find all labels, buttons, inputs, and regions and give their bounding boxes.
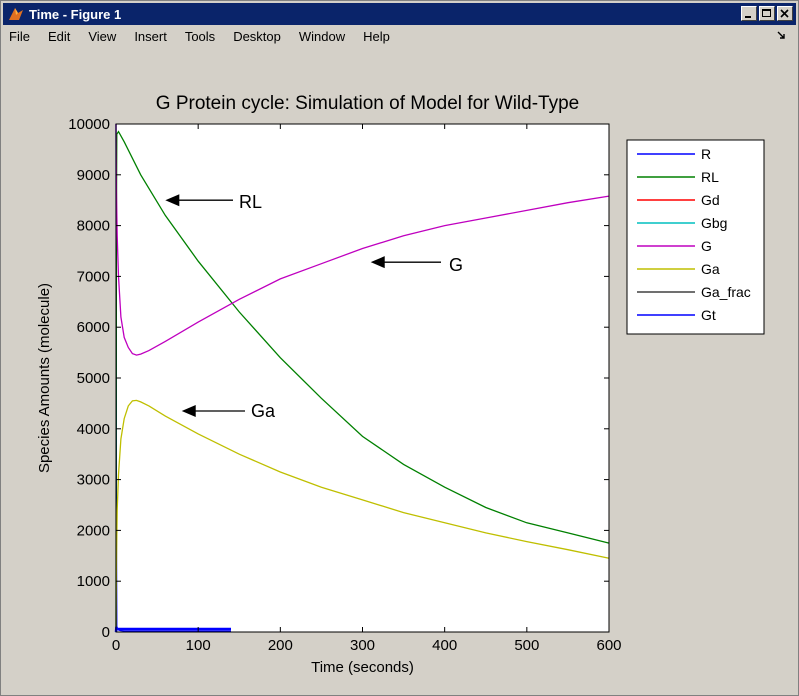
menu-insert[interactable]: Insert	[134, 28, 167, 44]
annotation-arrow-head	[181, 405, 196, 418]
title-bar[interactable]: Time - Figure 1	[3, 3, 796, 25]
x-tick-label: 400	[432, 637, 457, 654]
annotation-label: RL	[239, 192, 262, 212]
maximize-button[interactable]	[759, 6, 775, 21]
series-line-rl	[115, 130, 610, 633]
y-tick-label: 2000	[77, 522, 110, 539]
x-axis-label: Time (seconds)	[311, 659, 414, 676]
minimize-icon	[745, 16, 751, 18]
x-tick-label: 100	[186, 637, 211, 654]
y-tick-label: 4000	[77, 421, 110, 438]
x-tick-label: 500	[514, 637, 539, 654]
menu-help[interactable]: Help	[363, 28, 390, 44]
menu-view[interactable]: View	[88, 28, 117, 44]
y-tick-label: 7000	[77, 268, 110, 285]
menu-desktop[interactable]: Desktop	[233, 28, 281, 44]
menu-edit[interactable]: Edit	[47, 28, 71, 44]
menu-file[interactable]: File	[9, 28, 30, 44]
series-line-ga	[115, 399, 610, 633]
matlab-icon	[9, 8, 23, 20]
menu-bar: File Edit View Insert Tools Desktop Wind…	[3, 25, 796, 47]
x-tick-label: 200	[268, 637, 293, 654]
annotation-label: Ga	[251, 401, 276, 421]
x-tick-label: 600	[596, 637, 621, 654]
menu-tools[interactable]: Tools	[184, 28, 216, 44]
x-tick-label: 300	[350, 637, 375, 654]
plot-area[interactable]	[116, 124, 609, 632]
close-button[interactable]	[777, 6, 793, 21]
y-tick-label: 0	[102, 624, 110, 641]
legend-entry-ga: Ga	[701, 261, 720, 277]
legend-entry-gt: Gt	[701, 307, 716, 323]
close-icon	[780, 9, 789, 18]
y-tick-label: 10000	[68, 116, 110, 133]
annotation-label: G	[449, 255, 463, 275]
y-axis-label: Species Amounts (molecule)	[36, 283, 53, 473]
legend-entry-gbg: Gbg	[701, 215, 727, 231]
maximize-icon	[762, 9, 771, 17]
annotation-arrow-head	[165, 194, 180, 207]
y-tick-label: 5000	[77, 370, 110, 387]
legend-entry-r: R	[701, 146, 711, 162]
legend-entry-gd: Gd	[701, 192, 720, 208]
y-tick-label: 6000	[77, 319, 110, 336]
series-line-g	[115, 123, 610, 356]
legend-entry-ga-frac: Ga_frac	[701, 284, 751, 300]
annotation-arrow-head	[370, 256, 385, 269]
window-title: Time - Figure 1	[29, 6, 122, 22]
y-tick-label: 8000	[77, 218, 110, 235]
minimize-button[interactable]	[741, 6, 757, 21]
y-tick-label: 9000	[77, 167, 110, 184]
y-tick-label: 3000	[77, 472, 110, 489]
dock-arrow-icon[interactable]	[776, 30, 786, 40]
legend-entry-g: G	[701, 238, 712, 254]
menu-window[interactable]: Window	[298, 28, 346, 44]
legend-entry-rl: RL	[701, 169, 719, 185]
chart-title: G Protein cycle: Simulation of Model for…	[156, 93, 579, 114]
x-tick-label: 0	[112, 637, 120, 654]
y-tick-label: 1000	[77, 573, 110, 590]
legend-box[interactable]	[626, 139, 765, 335]
